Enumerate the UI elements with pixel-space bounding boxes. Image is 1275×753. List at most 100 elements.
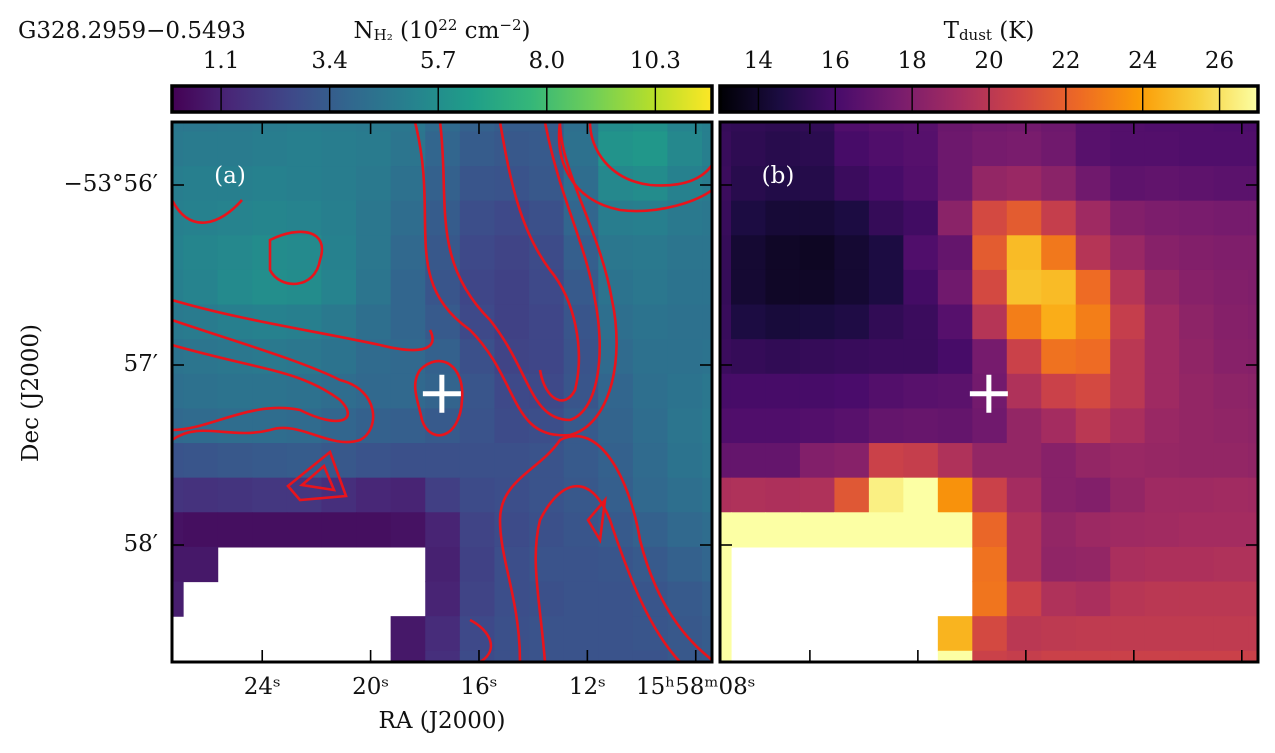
heatmap-cell — [183, 373, 219, 410]
heatmap-cell — [1144, 122, 1180, 133]
heatmap-cell — [1179, 200, 1215, 236]
heatmap-cell — [667, 131, 703, 167]
heatmap-cell — [1110, 373, 1146, 410]
heatmap-cell — [972, 166, 1008, 202]
heatmap-cell — [1248, 373, 1258, 410]
source-marker — [969, 374, 1008, 413]
heatmap-cell — [1213, 616, 1249, 652]
heatmap-cell — [356, 477, 392, 513]
heatmap-cell — [1179, 373, 1215, 410]
heatmap-cell — [868, 200, 904, 236]
heatmap-cell — [598, 546, 634, 583]
heatmap-cell — [632, 650, 669, 662]
heatmap-cell — [390, 373, 426, 410]
panel-label: (a) — [214, 163, 246, 189]
heatmap-cell — [765, 304, 801, 340]
heatmap-cell — [390, 122, 426, 133]
heatmap-cell — [390, 616, 426, 652]
heatmap-cell — [1006, 373, 1042, 410]
heatmap-cell — [1110, 235, 1146, 271]
heatmap-cell — [972, 616, 1008, 652]
heatmap-cell — [459, 304, 496, 340]
heatmap-cell — [321, 166, 357, 202]
heatmap-cell — [1179, 339, 1215, 375]
heatmap-cell — [1075, 200, 1111, 236]
heatmap-cell — [1041, 650, 1077, 662]
heatmap-cell — [1213, 512, 1249, 548]
heatmap-cell — [720, 200, 732, 236]
x-tick-label: 20ˢ — [352, 674, 389, 700]
heatmap-cell — [1075, 581, 1111, 617]
heatmap-cell — [799, 200, 836, 236]
heatmap-cell — [459, 339, 496, 375]
heatmap-cell — [1248, 650, 1258, 662]
heatmap-cell — [356, 166, 392, 202]
heatmap-cell — [834, 235, 870, 271]
heatmap-cell — [1075, 269, 1111, 306]
heatmap-cell — [667, 443, 703, 479]
heatmap-cell — [720, 122, 732, 133]
heatmap-cell — [286, 122, 323, 133]
heatmap-cell — [217, 166, 253, 202]
heatmap-cell — [937, 235, 973, 271]
heatmap-cell — [903, 408, 939, 444]
heatmap-cell — [799, 443, 836, 479]
heatmap-cell — [799, 304, 836, 340]
contour — [557, 122, 712, 213]
heatmap-cell — [1213, 235, 1249, 271]
heatmap-cell — [1006, 408, 1042, 444]
heatmap-cell — [494, 269, 530, 306]
heatmap-cell — [563, 304, 599, 340]
heatmap-cell — [1213, 166, 1249, 202]
heatmap-cell — [1213, 408, 1249, 444]
heatmap-cell — [356, 443, 392, 479]
heatmap-cell — [183, 235, 219, 271]
heatmap-cell — [667, 235, 703, 271]
heatmap-cell — [667, 512, 703, 548]
heatmap-cell — [702, 200, 712, 236]
heatmap-cell — [286, 235, 323, 271]
heatmap-cell — [868, 339, 904, 375]
heatmap-cell — [868, 235, 904, 271]
heatmap-cell — [494, 477, 530, 513]
heatmap-cell — [1179, 512, 1215, 548]
heatmap-cell — [459, 581, 496, 617]
heatmap-cell — [903, 131, 939, 167]
heatmap-cell — [183, 546, 219, 583]
heatmap-cell — [702, 477, 712, 513]
heatmap-cell — [494, 235, 530, 271]
heatmap-cell — [937, 269, 973, 306]
heatmap-cell — [632, 200, 669, 236]
heatmap-cell — [1006, 339, 1042, 375]
heatmap-cell — [425, 650, 461, 662]
heatmap-cell — [356, 235, 392, 271]
heatmap-cell — [1041, 304, 1077, 340]
heatmap-cell — [799, 269, 836, 306]
heatmap-cell — [529, 512, 565, 548]
heatmap-cell — [172, 443, 184, 479]
heatmap-cell — [459, 131, 496, 167]
heatmap-cell — [1213, 131, 1249, 167]
heatmap-cell — [632, 408, 669, 444]
axes-frame — [170, 120, 714, 664]
heatmap-cell — [286, 304, 323, 340]
heatmap-cell — [1110, 122, 1146, 133]
heatmap-cell — [1006, 269, 1042, 306]
heatmap-cell — [321, 512, 357, 548]
heatmap-cell — [172, 122, 184, 133]
heatmap-cell — [730, 373, 767, 410]
heatmap-cell — [799, 166, 836, 202]
heatmap-cell — [1144, 581, 1180, 617]
heatmap-cell — [972, 477, 1008, 513]
heatmap-cell — [172, 408, 184, 444]
heatmap-cell — [702, 373, 712, 410]
heatmap-cell — [1144, 304, 1180, 340]
heatmap-cell — [494, 408, 530, 444]
contour — [268, 230, 324, 286]
heatmap-cell — [720, 373, 732, 410]
heatmap-cell — [765, 443, 801, 479]
heatmap-cell — [730, 477, 767, 513]
heatmap-cell — [730, 408, 767, 444]
heatmap-cell — [459, 235, 496, 271]
heatmap-cell — [720, 581, 732, 617]
